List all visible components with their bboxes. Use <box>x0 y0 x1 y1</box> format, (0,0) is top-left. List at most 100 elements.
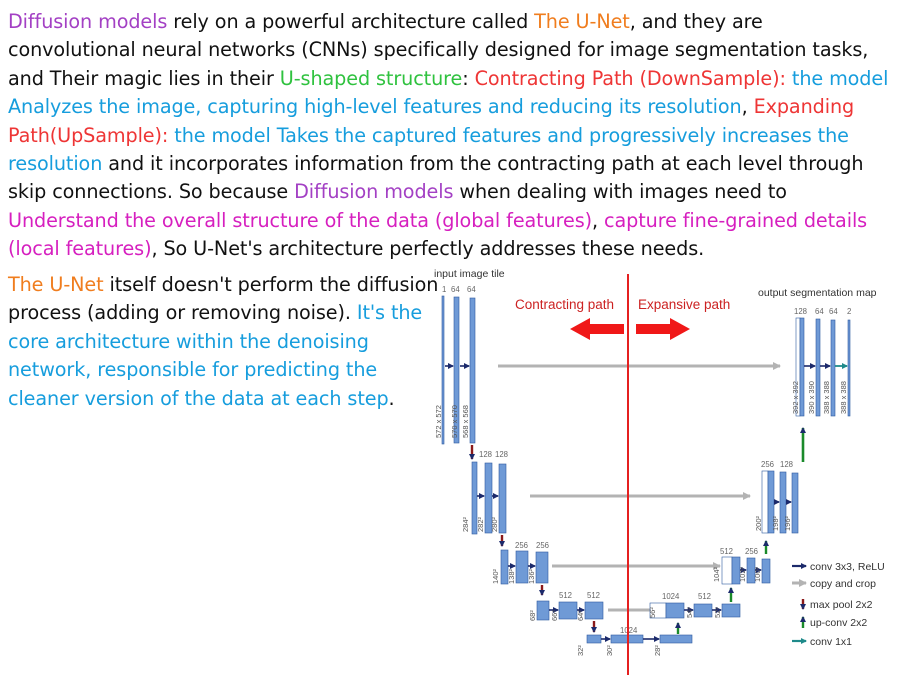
feature-map <box>830 319 836 417</box>
size-label: 28² <box>653 645 662 656</box>
legend-pool-label: max pool 2x2 <box>810 599 873 611</box>
feature-map <box>761 558 771 584</box>
output-map-label: output segmentation map <box>758 287 877 299</box>
contracting-path-label: Contracting path <box>515 297 614 312</box>
channel-count: 128 <box>479 450 492 459</box>
text-span: It's the core architecture within the de… <box>8 301 423 410</box>
channel-count: 512 <box>559 591 572 600</box>
channel-count: 512 <box>698 592 711 601</box>
feature-map <box>500 549 509 585</box>
size-label: 54² <box>685 607 694 618</box>
channel-count: 64 <box>815 307 824 316</box>
channel-count: 64 <box>451 285 460 294</box>
channel-count: 64 <box>467 285 476 294</box>
feature-map <box>815 318 821 417</box>
channel-count: 64 <box>829 307 838 316</box>
text-span: , <box>592 208 605 232</box>
text-span: The U-Net <box>534 10 630 33</box>
channel-count: 256 <box>536 541 549 550</box>
size-label: 138² <box>507 568 516 584</box>
feature-map <box>469 297 476 444</box>
channel-count: 1024 <box>662 592 680 601</box>
feature-map <box>693 603 713 618</box>
size-label: 100² <box>753 566 762 582</box>
channel-count: 128 <box>495 450 508 459</box>
size-label: 140² <box>491 568 500 584</box>
size-label: 198² <box>771 515 780 531</box>
feature-map <box>791 472 799 534</box>
size-label: 282² <box>476 516 485 532</box>
feature-map <box>721 603 741 618</box>
feature-map <box>584 601 604 620</box>
size-label: 388 x 388 <box>822 381 831 414</box>
text-span: the model Analyzes the image, capturing … <box>8 66 889 119</box>
size-label: 104² <box>712 566 721 582</box>
intro-paragraph: Diffusion models rely on a powerful arch… <box>8 8 894 264</box>
size-label: 56² <box>648 607 657 618</box>
legend-conv-label: conv 3x3, ReLU <box>810 561 885 573</box>
size-label: 570 x 570 <box>450 405 459 438</box>
feature-map <box>498 463 507 534</box>
expansive-path-label: Expansive path <box>638 297 730 312</box>
feature-map <box>586 634 602 644</box>
text-span: , and they are convolutional neural netw… <box>8 10 869 90</box>
size-label: 66² <box>550 610 559 621</box>
input-image-label: input image tile <box>434 268 505 280</box>
size-label: 30² <box>605 645 614 656</box>
legend-upconv-label: up-conv 2x2 <box>810 617 867 629</box>
size-label: 200² <box>754 515 763 531</box>
feature-map <box>721 556 733 585</box>
unet-diagram: input image tile output segmentation map… <box>434 268 885 675</box>
text-span: the model Takes the captured features an… <box>8 123 849 176</box>
channel-count: 128 <box>780 460 793 469</box>
text-span: , So U-Net's architecture perfectly addr… <box>151 237 705 261</box>
text-span: Diffusion models <box>294 180 454 204</box>
feature-map <box>515 550 529 584</box>
channel-count: 256 <box>761 460 774 469</box>
size-label: 102² <box>738 566 747 582</box>
size-label: 572 x 572 <box>434 405 443 438</box>
size-label: 32² <box>576 645 585 656</box>
text-span: Understand the overall structure of the … <box>8 208 593 232</box>
feature-map <box>453 296 460 444</box>
size-label: 52² <box>713 607 722 618</box>
text-span: rely on a powerful architecture called <box>167 10 535 33</box>
expansive-arrow-icon <box>636 318 690 340</box>
size-label: 280² <box>490 516 499 532</box>
text-span: Diffusion models <box>8 10 168 33</box>
text-span: itself doesn't perform the diffusion pro… <box>8 273 439 325</box>
feature-map <box>535 551 549 584</box>
channel-count: 256 <box>745 547 758 556</box>
feature-map <box>441 295 445 445</box>
feature-map <box>665 602 685 619</box>
unet-note-paragraph: The U-Net itself doesn't perform the dif… <box>8 271 444 413</box>
text-span: , <box>741 95 754 119</box>
size-label: 68² <box>528 610 537 621</box>
text-span: Contracting Path (DownSample): <box>474 66 786 90</box>
legend: conv 3x3, ReLU copy and crop max pool 2x… <box>792 561 885 648</box>
text-span: U-shaped structure <box>279 66 463 90</box>
channel-count: 1 <box>442 285 446 294</box>
text-span: when dealing with images need to <box>453 180 787 204</box>
channel-count: 2 <box>847 307 851 316</box>
size-label: 390 x 390 <box>807 381 816 414</box>
feature-map <box>659 634 693 644</box>
channel-count: 512 <box>587 591 600 600</box>
text-span: and it incorporates information from the… <box>8 152 864 204</box>
channel-count: 512 <box>720 547 733 556</box>
size-label: 64² <box>576 610 585 621</box>
feature-map <box>484 462 493 534</box>
text-span: Expanding Path(UpSample): <box>8 95 855 147</box>
contracting-arrow-icon <box>570 318 624 340</box>
text-span: The U-Net <box>8 273 104 296</box>
size-label: 136² <box>527 568 536 584</box>
channel-count: 128 <box>794 307 807 316</box>
text-span: . <box>388 386 395 410</box>
feature-map <box>847 319 851 417</box>
size-label: 196² <box>783 515 792 531</box>
text-span: : <box>462 66 475 90</box>
channel-count: 1024 <box>620 626 638 635</box>
size-label: 568 x 568 <box>461 405 470 438</box>
feature-map <box>471 461 478 535</box>
channel-count: 256 <box>515 541 528 550</box>
